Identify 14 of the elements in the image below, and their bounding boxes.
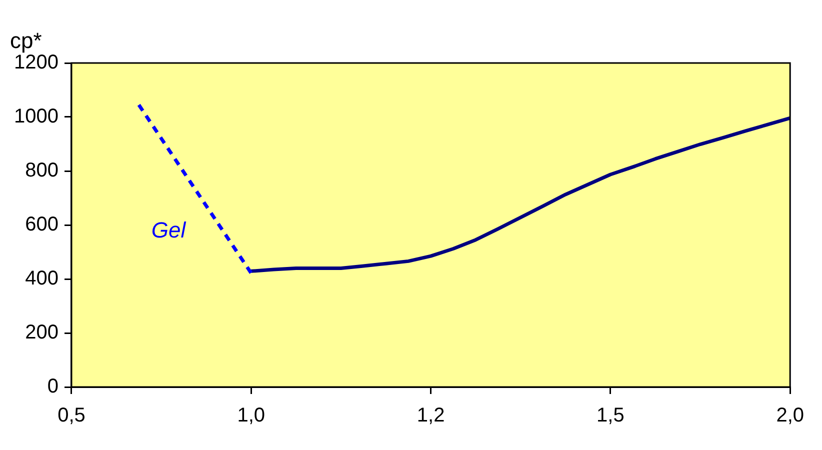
y-axis-title: cp* bbox=[10, 28, 42, 54]
x-tick-label: 0,5 bbox=[58, 404, 86, 427]
x-tick-label: 1,2 bbox=[416, 404, 445, 427]
y-tick-label: 800 bbox=[25, 160, 58, 182]
y-tick-label: 200 bbox=[25, 322, 58, 344]
x-tick-label: 2,0 bbox=[776, 404, 804, 427]
annotation: Gel bbox=[151, 218, 187, 243]
y-tick-label: 1000 bbox=[14, 106, 58, 128]
y-tick-label: 1200 bbox=[14, 52, 58, 74]
y-tick-label: 400 bbox=[25, 268, 58, 290]
y-tick-label: 0 bbox=[47, 376, 58, 398]
x-tick-label: 1,5 bbox=[596, 404, 624, 427]
y-tick-label: 600 bbox=[25, 214, 58, 236]
x-tick-label: 1,0 bbox=[237, 404, 266, 427]
